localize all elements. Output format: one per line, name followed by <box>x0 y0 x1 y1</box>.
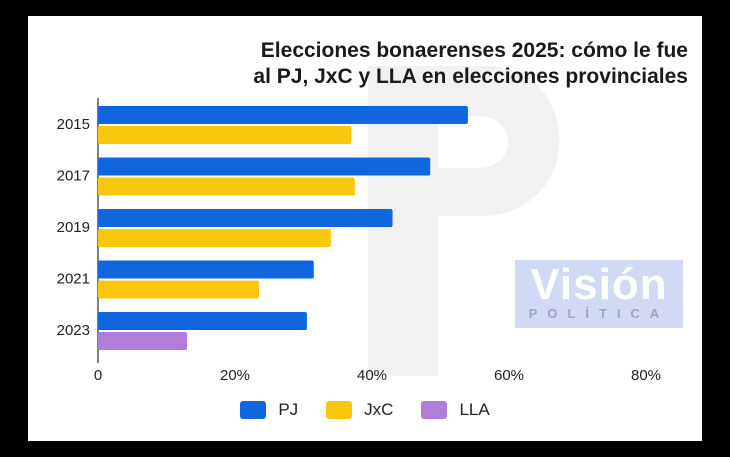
bar-pj-2017 <box>98 157 431 176</box>
title-line-2: al PJ, JxC y LLA en elecciones provincia… <box>253 65 688 88</box>
legend-label-lla: LLA <box>459 400 490 419</box>
watermark-line-1: Visión <box>530 260 668 309</box>
chart-card: Elecciones bonaerenses 2025: cómo le fue… <box>28 16 702 441</box>
bar-chart: 2015 2017 2019 2021 2023 0 20% 40% 60% 80% <box>57 98 661 384</box>
legend-item-jxc: JxC <box>326 400 393 420</box>
watermark-line-2: POLÍTICA <box>528 306 670 321</box>
x-tick-label-40: 40% <box>357 367 387 384</box>
bar-jxc-2019 <box>98 229 331 247</box>
y-tick-label-2023: 2023 <box>57 322 90 339</box>
title-line-1: Elecciones bonaerenses 2025: cómo le fue <box>260 39 688 62</box>
y-tick-label-2017: 2017 <box>57 168 90 185</box>
watermark-p-logo <box>348 56 598 386</box>
x-tick-label-0: 0 <box>94 367 102 384</box>
bar-lla-2023 <box>98 332 188 350</box>
vision-politica-watermark: Visión POLÍTICA <box>515 260 683 328</box>
bar-pj-2021 <box>98 260 314 279</box>
y-tick-label-2019: 2019 <box>57 219 90 236</box>
bar-jxc-2017 <box>98 177 355 196</box>
legend-swatch-lla <box>421 401 448 419</box>
legend-item-lla: LLA <box>421 400 490 420</box>
legend-label-pj: PJ <box>278 400 299 419</box>
legend-label-jxc: JxC <box>364 400 394 419</box>
x-tick-label-20: 20% <box>220 367 250 384</box>
bar-jxc-2015 <box>98 126 352 144</box>
bar-jxc-2021 <box>98 280 259 299</box>
x-tick-label-80: 80% <box>631 367 661 384</box>
chart-title: Elecciones bonaerenses 2025: cómo le fue… <box>88 38 688 90</box>
bar-pj-2019 <box>98 209 393 227</box>
legend-swatch-jxc <box>326 401 353 419</box>
x-tick-label-60: 60% <box>494 367 524 384</box>
legend-item-pj: PJ <box>240 400 298 420</box>
bar-pj-2023 <box>98 312 307 330</box>
bar-pj-2015 <box>98 106 468 124</box>
legend-swatch-pj <box>240 401 267 419</box>
y-tick-label-2021: 2021 <box>57 271 90 288</box>
legend: PJ JxC LLA <box>28 400 702 420</box>
y-tick-label-2015: 2015 <box>57 116 90 133</box>
